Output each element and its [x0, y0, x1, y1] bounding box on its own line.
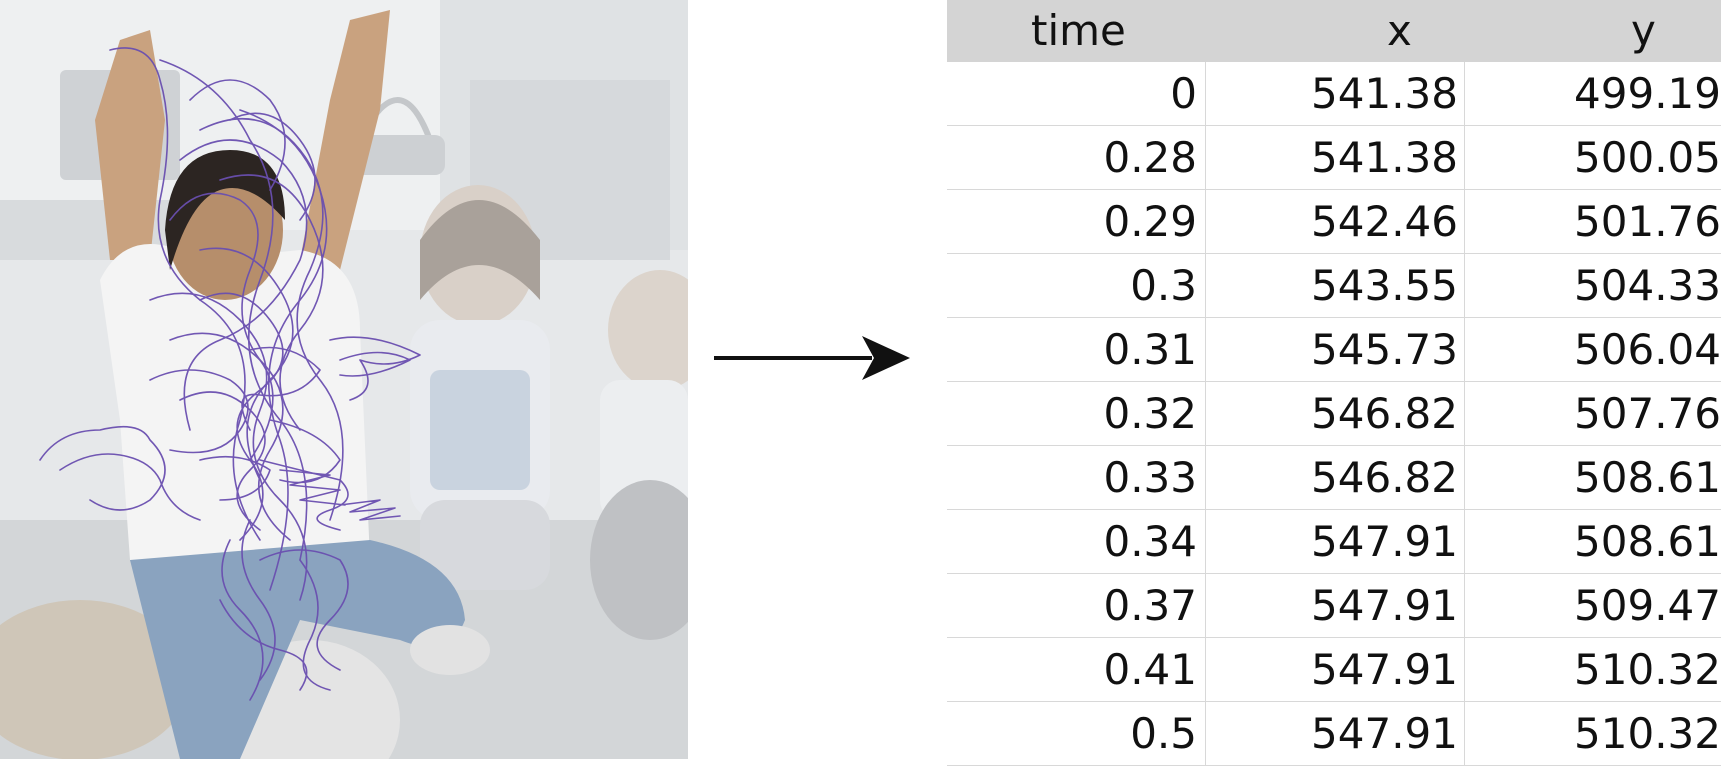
table-row: 0.5 547.91 510.32 — [947, 702, 1721, 766]
cell-x: 547.91 — [1206, 638, 1465, 701]
cell-y: 508.61 — [1574, 517, 1721, 566]
table-row: 0.37 547.91 509.47 — [947, 574, 1721, 638]
header-time: time — [1031, 6, 1126, 55]
table-row: 0.32 546.82 507.76 — [947, 382, 1721, 446]
header-x: x — [1387, 6, 1412, 55]
table-row: 0.28 541.38 500.05 — [947, 126, 1721, 190]
cell-x: 542.46 — [1206, 190, 1465, 253]
arrow-right-icon — [714, 336, 910, 380]
cell-y: 507.76 — [1574, 389, 1721, 438]
cell-y: 501.76 — [1574, 197, 1721, 246]
table-row: 0.34 547.91 508.61 — [947, 510, 1721, 574]
table-row: 0 541.38 499.19 — [947, 62, 1721, 126]
cell-y: 508.61 — [1574, 453, 1721, 502]
coordinates-table: time x y 0 541.38 499.19 0.28 541.38 500… — [947, 0, 1721, 766]
cell-time: 0.34 — [947, 510, 1206, 573]
cell-time: 0.37 — [947, 574, 1206, 637]
table-row: 0.41 547.91 510.32 — [947, 638, 1721, 702]
table-row: 0.31 545.73 506.04 — [947, 318, 1721, 382]
cell-x: 541.38 — [1206, 126, 1465, 189]
table-header: time x y — [947, 0, 1721, 62]
cell-time: 0.31 — [947, 318, 1206, 381]
cell-time: 0.33 — [947, 446, 1206, 509]
table-row: 0.29 542.46 501.76 — [947, 190, 1721, 254]
cell-x: 541.38 — [1206, 62, 1465, 125]
cell-time: 0.32 — [947, 382, 1206, 445]
table-row: 0.33 546.82 508.61 — [947, 446, 1721, 510]
cell-y: 510.32 — [1574, 709, 1721, 758]
cell-y: 504.33 — [1574, 261, 1721, 310]
cell-time: 0.5 — [947, 702, 1206, 765]
classroom-scene — [0, 0, 688, 759]
trajectory-overlay — [39, 47, 421, 701]
tracking-photo — [0, 0, 688, 759]
cell-y: 506.04 — [1574, 325, 1721, 374]
cell-x: 547.91 — [1206, 510, 1465, 573]
header-y: y — [1631, 6, 1656, 55]
cell-x: 543.55 — [1206, 254, 1465, 317]
cell-time: 0.28 — [947, 126, 1206, 189]
cell-x: 545.73 — [1206, 318, 1465, 381]
cell-time: 0.29 — [947, 190, 1206, 253]
cell-y: 500.05 — [1574, 133, 1721, 182]
cell-y: 509.47 — [1574, 581, 1721, 630]
cell-time: 0 — [947, 62, 1206, 125]
cell-time: 0.41 — [947, 638, 1206, 701]
cell-x: 546.82 — [1206, 446, 1465, 509]
cell-y: 510.32 — [1574, 645, 1721, 694]
cell-time: 0.3 — [947, 254, 1206, 317]
table-row: 0.3 543.55 504.33 — [947, 254, 1721, 318]
cell-y: 499.19 — [1574, 69, 1721, 118]
cell-x: 546.82 — [1206, 382, 1465, 445]
cell-x: 547.91 — [1206, 574, 1465, 637]
cell-x: 547.91 — [1206, 702, 1465, 765]
